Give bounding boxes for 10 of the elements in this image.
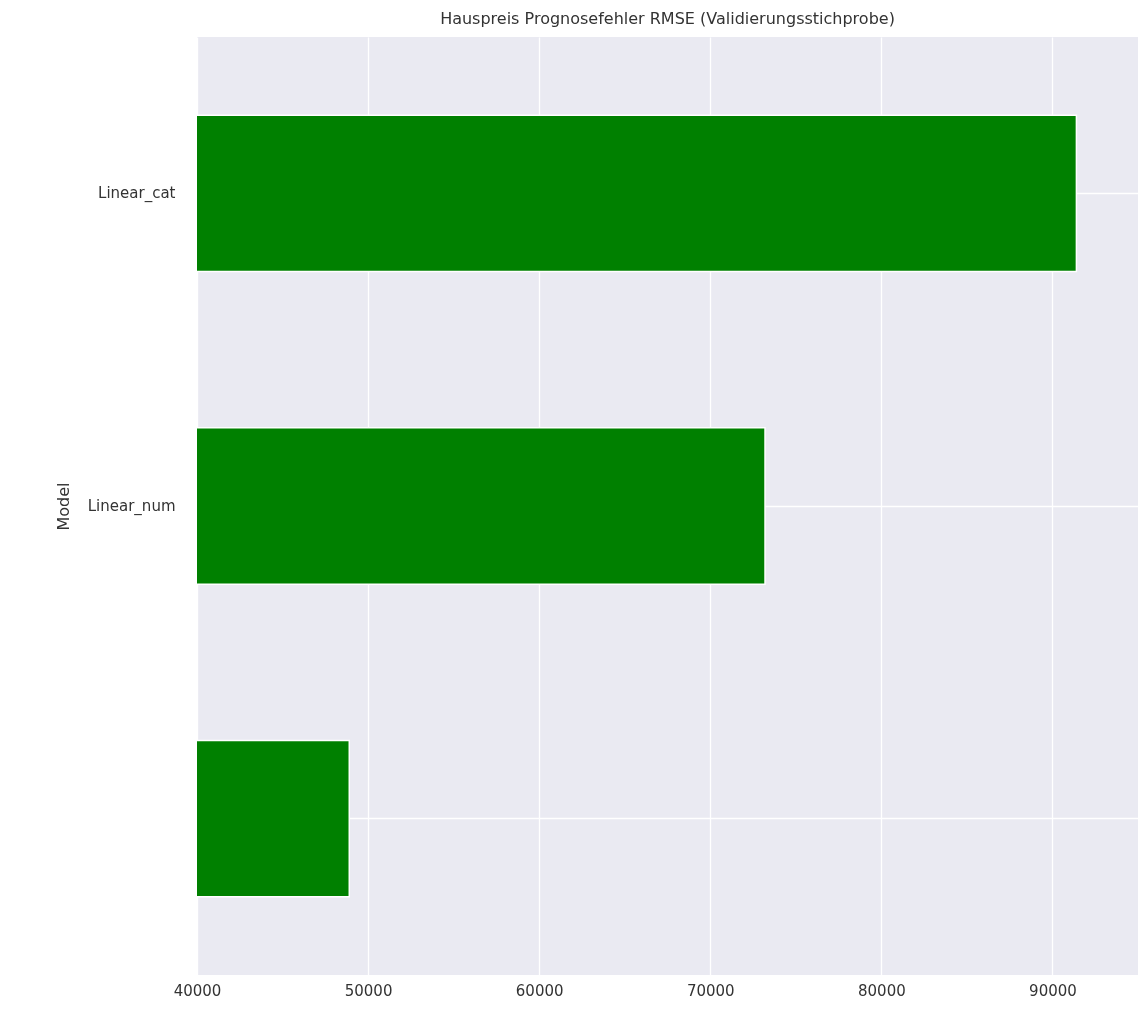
y-axis-title: Model — [53, 482, 73, 531]
x-tick-label: 40000 — [173, 981, 222, 1000]
x-tick-label: 60000 — [515, 981, 564, 1000]
x-tick-label: 50000 — [344, 981, 393, 1000]
chart-title: Hauspreis Prognosefehler RMSE (Validierungsstichprobe) — [440, 9, 895, 28]
x-tick-label: 70000 — [686, 981, 735, 1000]
y-tick-label: Linear_cat — [98, 184, 176, 204]
x-tick-label: 80000 — [858, 981, 906, 1000]
y-tick-label: Linear_num — [87, 497, 176, 516]
x-tick-label: 90000 — [1029, 981, 1077, 1000]
